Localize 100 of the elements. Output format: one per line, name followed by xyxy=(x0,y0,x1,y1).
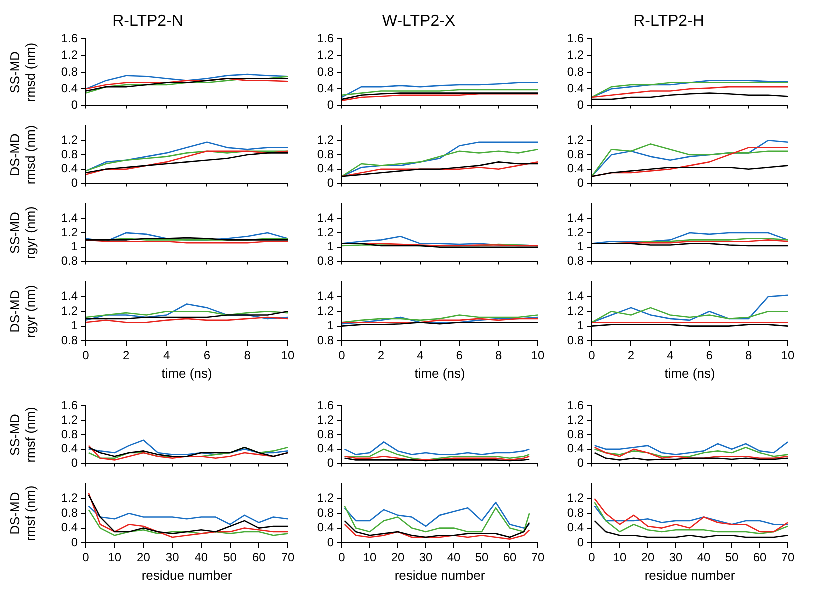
y-tick-label: 0.4 xyxy=(567,81,584,96)
x-tick-label: 20 xyxy=(641,550,655,565)
y-tick-label: 1.4 xyxy=(317,289,334,304)
y-tick-label: 0 xyxy=(71,456,78,470)
y-axis-title: DS-MD rgyr (nm) xyxy=(7,285,38,338)
x-tick-label: 20 xyxy=(391,550,405,565)
y-tick-label: 0 xyxy=(577,535,584,550)
y-tick-label: 0 xyxy=(71,176,78,190)
y-axis-title: SS-MD rmsd (nm) xyxy=(7,42,38,102)
x-tick-label: 30 xyxy=(166,550,180,565)
y-tick-label: 1.2 xyxy=(317,48,334,62)
y-tick-label: 0.8 xyxy=(61,506,78,520)
x-tick-label: 10 xyxy=(781,348,795,363)
x-axis-title: residue number xyxy=(394,568,486,583)
chart-title: W-LTP2-X xyxy=(382,13,456,30)
x-tick-label: 2 xyxy=(378,348,385,363)
y-tick-label: 0.4 xyxy=(61,520,78,535)
y-tick-label: 0.4 xyxy=(567,162,584,176)
x-tick-label: 30 xyxy=(669,550,683,565)
x-tick-label: 50 xyxy=(475,550,489,565)
y-tick-label: 1.6 xyxy=(567,32,584,46)
y-axis-title: DS-MD rmsf (nm) xyxy=(7,486,38,542)
x-tick-label: 20 xyxy=(137,550,151,565)
x-tick-label: 10 xyxy=(108,550,122,565)
y-tick-label: 0 xyxy=(327,535,334,550)
x-tick-label: 6 xyxy=(204,348,211,363)
x-tick-label: 4 xyxy=(667,348,674,363)
y-tick-label: 1.2 xyxy=(567,225,584,240)
y-tick-label: 1.4 xyxy=(61,289,78,304)
y-tick-label: 0.8 xyxy=(61,64,78,79)
x-tick-label: 10 xyxy=(531,348,545,363)
y-tick-label: 0.8 xyxy=(567,147,584,162)
y-tick-label: 1.2 xyxy=(61,491,78,506)
y-tick-label: 0.8 xyxy=(317,254,334,268)
y-tick-label: 1.4 xyxy=(567,289,584,304)
y-tick-label: 1.2 xyxy=(61,225,78,240)
x-tick-label: 8 xyxy=(495,348,502,363)
x-axis-title: time (ns) xyxy=(162,366,212,381)
y-axis-title: DS-MD rmsd (nm) xyxy=(7,125,38,185)
x-tick-label: 10 xyxy=(281,348,295,363)
x-tick-label: 6 xyxy=(706,348,714,363)
y-tick-label: 0.4 xyxy=(567,442,584,456)
x-tick-label: 50 xyxy=(224,550,238,565)
x-tick-label: 70 xyxy=(781,550,795,565)
y-tick-label: 0.4 xyxy=(61,162,78,176)
x-tick-label: 60 xyxy=(753,550,767,565)
x-axis-title: residue number xyxy=(142,568,233,583)
y-tick-label: 0.8 xyxy=(317,506,334,520)
y-tick-label: 1.2 xyxy=(317,304,334,318)
y-tick-label: 1.2 xyxy=(567,48,584,62)
chart-title: R-LTP2-N xyxy=(112,13,184,30)
y-tick-label: 0 xyxy=(71,535,78,550)
x-tick-label: 60 xyxy=(252,550,266,565)
x-tick-label: 0 xyxy=(82,550,90,565)
y-tick-label: 1 xyxy=(327,240,334,254)
y-tick-label: 0.4 xyxy=(61,442,78,456)
y-tick-label: 0.4 xyxy=(317,442,334,456)
x-tick-label: 40 xyxy=(697,550,711,565)
x-tick-label: 2 xyxy=(628,348,635,363)
y-tick-label: 0.8 xyxy=(567,64,584,79)
x-tick-label: 4 xyxy=(417,348,424,363)
x-tick-label: 0 xyxy=(82,348,90,363)
y-tick-label: 0.8 xyxy=(567,506,584,520)
y-tick-label: 1.2 xyxy=(61,304,78,318)
x-tick-label: 0 xyxy=(338,348,346,363)
y-tick-label: 0.8 xyxy=(567,254,584,268)
y-tick-label: 1.6 xyxy=(61,32,78,46)
y-tick-label: 0 xyxy=(327,176,334,190)
x-tick-label: 10 xyxy=(613,550,627,565)
y-tick-label: 1.2 xyxy=(567,132,584,147)
x-tick-label: 70 xyxy=(281,550,295,565)
y-tick-label: 0 xyxy=(577,456,584,470)
y-tick-label: 0.8 xyxy=(317,427,334,442)
y-tick-label: 0.4 xyxy=(317,520,334,535)
x-tick-label: 8 xyxy=(745,348,752,363)
y-tick-label: 1 xyxy=(71,240,78,254)
x-tick-label: 70 xyxy=(531,550,545,565)
y-tick-label: 1.2 xyxy=(567,304,584,318)
y-axis-title: SS-MD rgyr (nm) xyxy=(7,206,38,260)
y-tick-label: 0.4 xyxy=(567,520,584,535)
y-tick-label: 1.6 xyxy=(317,32,334,46)
x-tick-label: 40 xyxy=(194,550,208,565)
y-tick-label: 0.8 xyxy=(567,427,584,442)
x-tick-label: 30 xyxy=(419,550,433,565)
y-tick-label: 0.8 xyxy=(317,64,334,79)
y-tick-label: 0.8 xyxy=(317,333,334,348)
y-tick-label: 1.4 xyxy=(317,210,334,225)
y-tick-label: 0 xyxy=(577,98,584,112)
y-tick-label: 1.2 xyxy=(567,412,584,427)
x-tick-label: 0 xyxy=(588,550,596,565)
chart-title: R-LTP2-H xyxy=(634,13,704,30)
y-tick-label: 1.2 xyxy=(317,225,334,240)
y-tick-label: 1.2 xyxy=(61,412,78,427)
x-axis-title: residue number xyxy=(644,568,736,583)
x-tick-label: 10 xyxy=(363,550,377,565)
y-tick-label: 1.6 xyxy=(567,398,584,413)
y-tick-label: 0 xyxy=(577,176,584,190)
y-tick-label: 0.4 xyxy=(317,81,334,96)
y-tick-label: 1.2 xyxy=(61,132,78,147)
x-axis-title: time (ns) xyxy=(664,366,716,381)
